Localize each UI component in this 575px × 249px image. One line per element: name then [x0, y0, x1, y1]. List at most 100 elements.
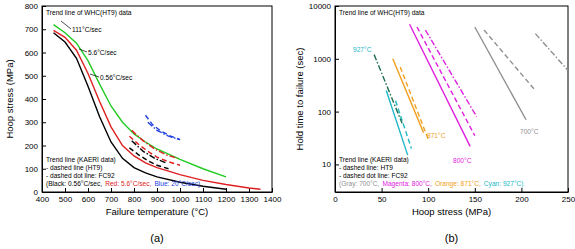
tick-label: 400: [25, 95, 39, 104]
panel-label: (b): [445, 232, 458, 244]
tick-mark: [42, 99, 46, 100]
annotation: Blue: 20°C/sec): [154, 180, 200, 188]
plot-frame: [335, 6, 568, 192]
annotation: - dashed dot line: FC92: [46, 172, 115, 179]
annotation: 0.56°C/sec: [100, 74, 133, 81]
tick: 1000: [172, 188, 190, 204]
y-axis: 10 100 1000 10000: [309, 2, 339, 192]
tick-label: 1200: [218, 195, 236, 204]
annotation: Trend line (KAERI data): [46, 156, 116, 164]
tick: 600: [25, 49, 46, 58]
tick: 150: [469, 188, 483, 204]
tick: 700: [105, 188, 119, 204]
tick-label: 1400: [264, 195, 282, 204]
tick-mark: [42, 76, 46, 77]
annotation: 800°C: [453, 157, 472, 164]
series-line: [146, 115, 181, 139]
tick-label: 10: [322, 160, 331, 169]
tick: 1300: [241, 188, 259, 204]
tick-label: 700: [25, 25, 39, 34]
annotation: - dashed dot line: FC92: [339, 172, 408, 179]
tick-label: 100: [422, 195, 436, 204]
tick: 1400: [264, 188, 282, 204]
tick-label: 300: [25, 118, 39, 127]
tick: 50: [378, 188, 387, 204]
tick-label: 50: [378, 195, 387, 204]
tick: 1000: [313, 55, 339, 64]
series-line: [410, 24, 471, 146]
tick-label: 800: [25, 2, 39, 11]
tick-label: 200: [515, 195, 529, 204]
tick-label: 250: [562, 195, 575, 204]
tick-label: 0: [333, 195, 338, 204]
tick-mark: [42, 146, 46, 147]
panel-label: (a): [150, 232, 163, 244]
leader-line: [61, 21, 71, 29]
tick-label: 600: [25, 49, 39, 58]
tick-mark: [134, 188, 135, 192]
annotation: - dashed line (HT9): [46, 164, 102, 172]
leader-line: [90, 74, 99, 77]
tick-mark: [335, 59, 339, 60]
tick-mark: [65, 188, 66, 192]
tick: 10000: [309, 2, 339, 11]
tick-mark: [88, 188, 89, 192]
axis-line: [336, 192, 569, 193]
tick-label: 1300: [241, 195, 259, 204]
plot-frame: [42, 6, 272, 192]
tick-label: 700: [105, 195, 119, 204]
annotation: (Gray: 700°C,: [339, 180, 380, 188]
series-line: [386, 91, 407, 156]
x-axis: 0 50 100 150 200 250: [333, 188, 575, 204]
series-line: [129, 148, 168, 169]
tick: 100: [318, 108, 339, 117]
tick-mark: [42, 6, 46, 7]
tick-mark: [180, 188, 181, 192]
annotation: Orange: 871°C,: [435, 180, 481, 188]
annotation: 871°C: [427, 132, 446, 139]
tick: 900: [151, 188, 165, 204]
tick: 200: [515, 188, 529, 204]
panel: 400 500 600 700 800 900 1000 1100 1200 1300 1400 0 1…: [4, 2, 282, 244]
tick: 100: [25, 165, 46, 174]
annotation: (Black: 0.56°C/sec,: [46, 180, 102, 188]
series-line: [396, 101, 412, 149]
tick: 800: [128, 188, 142, 204]
annotation: Trend line of WHC(HT9) data: [339, 9, 425, 17]
tick-label: 500: [25, 72, 39, 81]
y-axis-title: Hold time to failure (sec): [294, 48, 305, 151]
tick-mark: [568, 188, 569, 192]
annotation: Trend line of WHC(HT9) data: [46, 9, 132, 17]
plot-lines: [374, 24, 568, 155]
tick: 500: [25, 72, 46, 81]
tick: 0: [34, 188, 46, 197]
series-line: [148, 122, 180, 139]
tick-mark: [428, 188, 429, 192]
tick-label: 100: [318, 108, 332, 117]
tick: 600: [82, 188, 96, 204]
tick: 100: [422, 188, 436, 204]
series-line: [393, 59, 424, 133]
y-axis: 0 100 200 300 400 500 600 700 800: [25, 2, 46, 197]
tick-mark: [42, 122, 46, 123]
annotation: 927°C: [353, 46, 372, 53]
annotation: Cyan: 927°C): [484, 180, 524, 188]
tick: 10: [322, 160, 339, 169]
annotation: 111°C/sec: [72, 26, 102, 33]
annotation: - dashed line: HT9: [339, 164, 393, 171]
tick-label: 100: [25, 165, 39, 174]
series-line: [54, 25, 227, 177]
tick-label: 1100: [195, 195, 213, 204]
series-line: [535, 34, 568, 71]
tick-label: 200: [25, 142, 39, 151]
tick-mark: [272, 188, 273, 192]
tick-label: 150: [469, 195, 483, 204]
x-axis-title: Hoop stress (MPa): [412, 206, 491, 217]
tick: 1100: [195, 188, 213, 204]
series-line: [484, 30, 535, 91]
tick-label: 500: [59, 195, 73, 204]
tick-label: 1000: [313, 55, 331, 64]
figure: 4005006007008009001000110012001300140001…: [0, 0, 575, 249]
series-line: [425, 30, 476, 117]
tick-label: 0: [34, 188, 39, 197]
